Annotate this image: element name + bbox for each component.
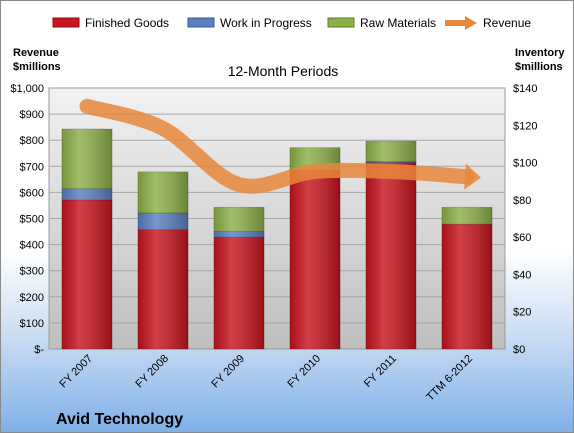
y-right-tick-label: $140 (513, 83, 537, 95)
y-right-tick-label: $40 (513, 269, 531, 281)
legend-item-finished-goods: Finished Goods (52, 16, 169, 30)
y-left-label-line1: Revenue (13, 47, 59, 59)
y-left-tick-label: $100 (20, 318, 44, 330)
legend-item-revenue: Revenue (445, 16, 531, 30)
y-left-tick-label: $600 (20, 187, 44, 199)
x-ticks: FY 2007 FY 2008 FY 2009 FY 2010 FY 2011 TTM 6… (57, 353, 475, 404)
bar-shade (441, 224, 493, 349)
y-right-label-line1: Inventory (515, 47, 565, 59)
y-left-tick-label: $200 (20, 292, 44, 304)
y-left-tick-label: $- (34, 344, 44, 356)
chart-title: 12-Month Periods (228, 63, 339, 79)
y-right-ticks: $0 $20 $40 $60 $80 $100 $120 $140 (513, 83, 537, 356)
y-right-tick-label: $120 (513, 120, 537, 132)
x-tick-label: FY 2010 (285, 353, 323, 391)
bar-shade (289, 170, 341, 349)
bar-shade (137, 171, 189, 213)
bar-shade (213, 207, 265, 232)
x-tick-label: FY 2007 (57, 353, 95, 391)
y-left-ticks: $- $100 $200 $300 $400 $500 $600 $700 $800 $900 $1… (10, 83, 44, 356)
y-left-label-line2: $millions (13, 61, 61, 73)
bar-shade (213, 237, 265, 349)
bar-shade (137, 212, 189, 230)
bar-shade (365, 141, 417, 162)
y-right-tick-label: $20 (513, 307, 531, 319)
x-tick-label: TTM 6-2012 (424, 353, 475, 404)
y-right-tick-label: $60 (513, 232, 531, 244)
legend-label: Finished Goods (85, 16, 169, 30)
legend-item-work-in-progress: Work in Progress (187, 16, 312, 30)
y-right-tick-label: $100 (513, 158, 537, 170)
y-left-tick-label: $900 (20, 109, 44, 121)
company-name: Avid Technology (56, 411, 183, 428)
x-tick-label: FY 2011 (362, 353, 399, 390)
bars (61, 128, 493, 350)
legend: Finished Goods Work in Progress Raw Mate… (52, 16, 531, 30)
x-tick-label: FY 2008 (133, 353, 171, 391)
y-left-tick-label: $1,000 (10, 83, 44, 95)
bar-shade (137, 229, 189, 349)
revenue-arrowhead (464, 163, 481, 190)
bar-shade (61, 199, 113, 349)
bar-shade (213, 231, 265, 238)
y-left-tick-label: $400 (20, 240, 44, 252)
legend-label: Raw Materials (360, 16, 436, 30)
x-tick-label: FY 2009 (209, 353, 247, 391)
revenue-line-path (79, 98, 475, 194)
legend-item-raw-materials: Raw Materials (327, 16, 436, 30)
y-left-tick-label: $300 (20, 266, 44, 278)
bar-shade (441, 207, 493, 225)
legend-label: Revenue (483, 16, 531, 30)
y-right-tick-label: $80 (513, 195, 531, 207)
y-left-tick-label: $700 (20, 161, 44, 173)
bar-shade (61, 129, 113, 189)
bar-shade (365, 162, 417, 349)
y-left-tick-label: $800 (20, 135, 44, 147)
bar-shade (61, 188, 113, 200)
y-left-tick-label: $500 (20, 214, 44, 226)
revenue-line (79, 98, 481, 194)
legend-label: Work in Progress (220, 16, 312, 30)
y-right-tick-label: $0 (513, 344, 525, 356)
y-right-label-line2: $millions (515, 61, 563, 73)
bar-shade (365, 161, 417, 163)
